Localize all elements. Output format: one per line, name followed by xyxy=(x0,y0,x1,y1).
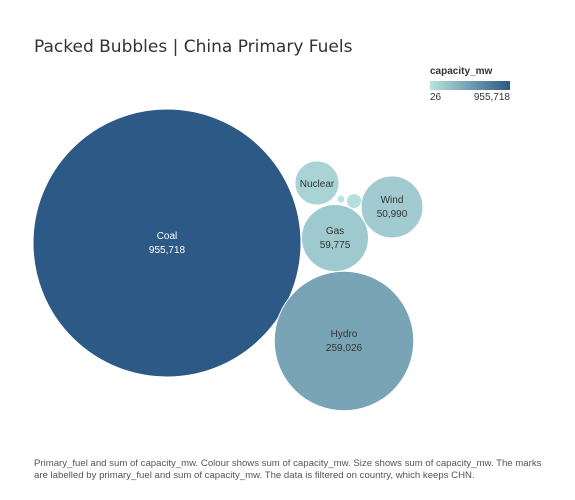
bubble-wind[interactable] xyxy=(360,175,424,239)
bubble-label-wind: Wind xyxy=(381,195,404,206)
bubble-hydro[interactable] xyxy=(273,270,415,412)
chart-caption: Primary_fuel and sum of capacity_mw. Col… xyxy=(34,458,542,481)
bubble-unlabelled-6[interactable] xyxy=(336,194,346,204)
legend-title: capacity_mw xyxy=(430,66,493,77)
bubble-label-coal: Coal xyxy=(157,231,178,242)
bubble-nuclear[interactable] xyxy=(294,160,340,206)
legend-gradient-bar xyxy=(430,81,510,90)
legend-labels: 26 955,718 xyxy=(430,92,510,103)
bubble-label-hydro: Hydro xyxy=(331,329,358,340)
bubble-gas[interactable] xyxy=(300,203,370,273)
bubble-label-gas: Gas xyxy=(326,226,344,237)
color-legend: capacity_mw 26 955,718 xyxy=(430,66,520,103)
chart-title: Packed Bubbles | China Primary Fuels xyxy=(34,37,353,57)
bubble-value-coal: 955,718 xyxy=(149,245,186,256)
bubble-value-wind: 50,990 xyxy=(377,209,408,220)
bubble-unlabelled-5[interactable] xyxy=(345,192,363,210)
bubble-value-gas: 59,775 xyxy=(320,240,351,251)
legend-max-label: 955,718 xyxy=(473,92,510,103)
bubble-value-hydro: 259,026 xyxy=(326,343,363,354)
bubble-coal[interactable] xyxy=(32,108,302,378)
bubble-label-nuclear: Nuclear xyxy=(300,179,335,190)
legend-min-label: 26 xyxy=(430,92,442,103)
